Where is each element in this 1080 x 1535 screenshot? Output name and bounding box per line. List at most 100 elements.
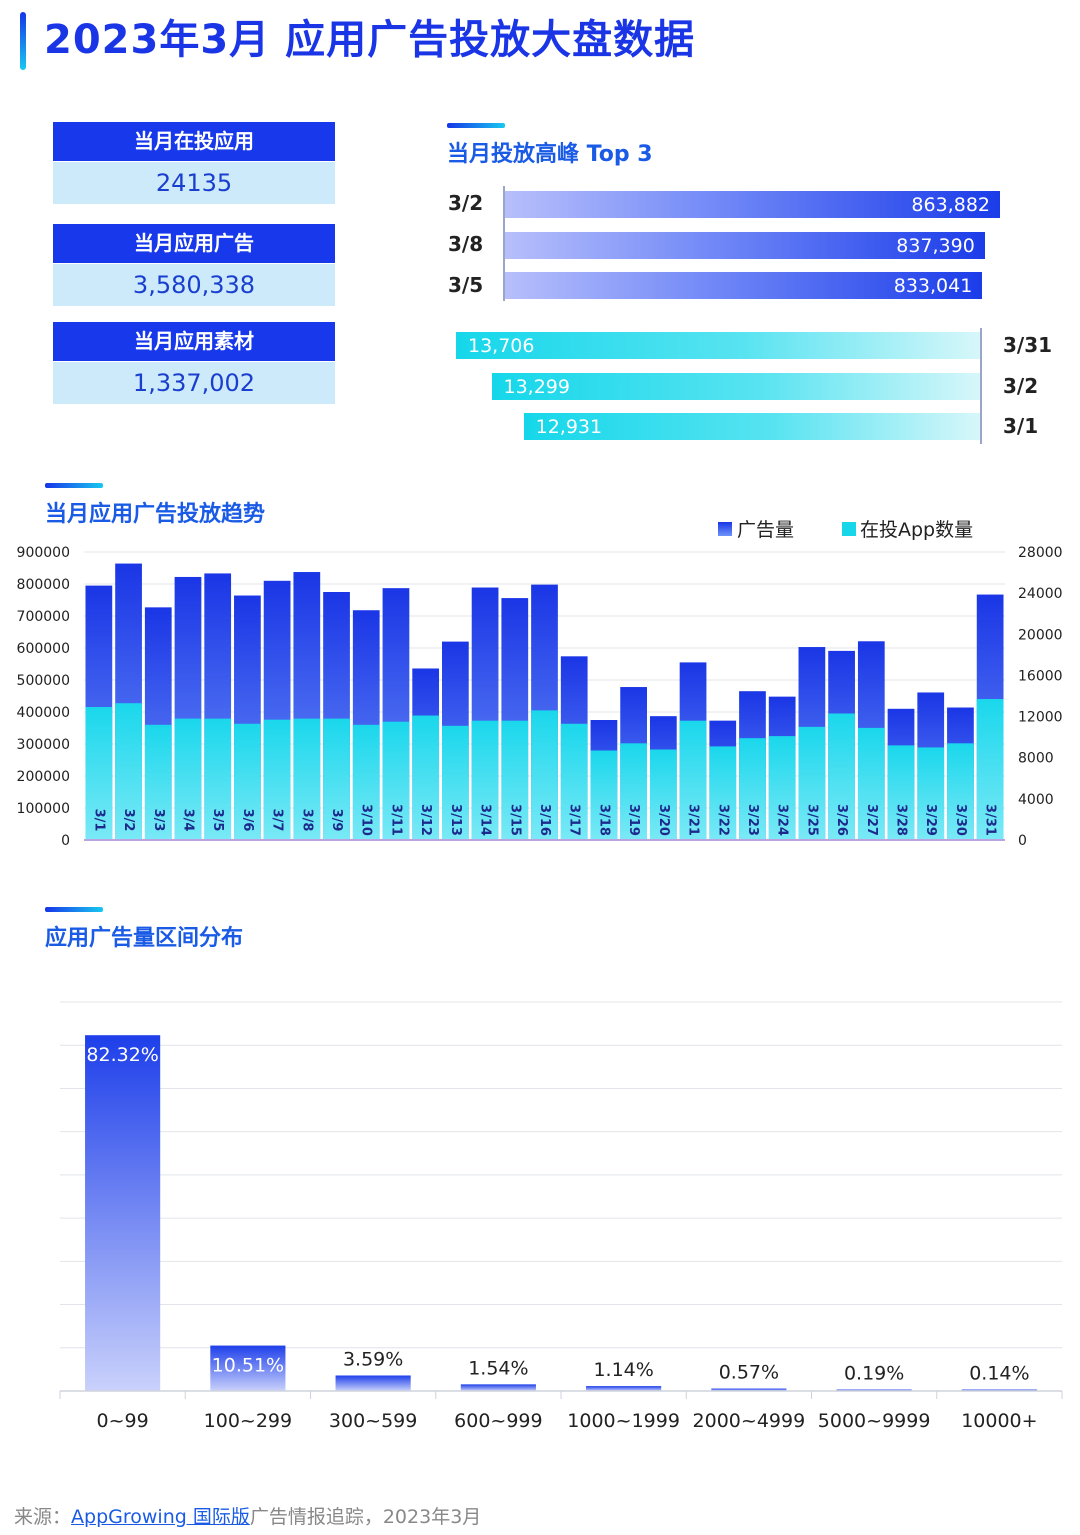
trend-apps-bar [679, 720, 707, 840]
dist-bar [85, 1035, 161, 1391]
dist-bar [586, 1386, 662, 1391]
trend-right-tick: 24000 [1018, 586, 1063, 602]
trend-apps-bar [382, 721, 410, 840]
stat-label-active-apps: 当月在投应用 [53, 122, 335, 161]
trend-apps-bar [85, 706, 113, 840]
trend-day-label: 3/4 [180, 809, 195, 832]
trend-apps-bar [442, 725, 469, 840]
trend-left-tick: 400000 [17, 705, 70, 721]
trend-apps-bar [590, 750, 618, 840]
trend-day-label: 3/22 [715, 804, 730, 836]
trend-right-tick: 4000 [1018, 792, 1054, 808]
dist-bar [460, 1384, 536, 1391]
peak-apps-date: 3/1 [1003, 414, 1039, 438]
peak-apps-date: 3/2 [1003, 374, 1039, 398]
trend-right-tick: 20000 [1018, 627, 1063, 643]
trend-apps-bar [263, 719, 291, 840]
legend-ads-swatch [718, 522, 732, 536]
peak-apps-bar: 13,299 [491, 373, 980, 400]
dist-category-label: 0~99 [97, 1410, 149, 1432]
trend-chart: 广告量 在投App数量 3/1 3/2 3/3 3/4 3/5 3/6 3/7 3/8 3/9 3… [17, 519, 1063, 849]
trend-left-tick: 700000 [17, 609, 70, 625]
peak-section-title: 当月投放高峰 Top 3 [447, 142, 653, 167]
trend-day-label: 3/5 [210, 809, 225, 832]
trend-day-label: 3/29 [923, 804, 938, 836]
dist-bar [210, 1345, 286, 1391]
trend-day-label: 3/1 [91, 809, 106, 832]
trend-day-label: 3/28 [894, 804, 909, 836]
stat-value-active-apps: 24135 [53, 162, 335, 204]
trend-day-label: 3/13 [448, 804, 463, 836]
trend-apps-bar [531, 710, 558, 840]
legend-apps-label: 在投App数量 [860, 519, 973, 541]
source-suffix: 广告情报追踪，2023年3月 [249, 1506, 482, 1528]
peak-ads-bar: 837,390 [505, 232, 985, 259]
trend-day-label: 3/16 [537, 804, 552, 836]
trend-day-label: 3/20 [656, 804, 671, 836]
trend-day-label: 3/14 [478, 804, 493, 836]
trend-apps-bar [204, 718, 232, 840]
peak-ads-bar: 833,041 [505, 272, 983, 299]
dist-value-label: 0.57% [719, 1362, 779, 1384]
trend-day-label: 3/30 [953, 804, 968, 836]
trend-apps-bar [174, 718, 202, 840]
trend-day-label: 3/6 [240, 809, 255, 832]
trend-left-tick: 900000 [17, 545, 70, 561]
stat-value-creatives: 1,337,002 [53, 362, 335, 404]
dist-category-label: 10000+ [961, 1410, 1037, 1432]
trend-section-marker [45, 483, 103, 488]
trend-left-tick: 600000 [17, 641, 70, 657]
trend-right-tick: 28000 [1018, 545, 1063, 561]
dist-category-label: 5000~9999 [818, 1410, 931, 1432]
trend-apps-bar [352, 724, 380, 840]
peak-apps-bar: 13,706 [456, 332, 980, 359]
trend-day-label: 3/21 [686, 804, 701, 836]
peak-ads-date: 3/8 [448, 232, 484, 256]
trend-day-label: 3/12 [418, 804, 433, 836]
trend-apps-bar [917, 747, 945, 840]
trend-apps-bar [798, 726, 826, 840]
trend-apps-bar [501, 720, 529, 840]
dist-category-label: 1000~1999 [567, 1410, 680, 1432]
trend-apps-bar [768, 736, 796, 840]
distribution-chart: 82.32% 10.51% 3.59% 1.54% 1.14% 0.57% 0.19% 0.1… [59, 1001, 1063, 1432]
trend-day-label: 3/26 [834, 804, 849, 836]
trend-right-tick: 16000 [1018, 668, 1063, 684]
stat-value-app-ads: 3,580,338 [53, 264, 335, 306]
dist-category-label: 300~599 [329, 1410, 417, 1432]
source-footer: 来源：AppGrowing 国际版广告情报追踪，2023年3月 [14, 1502, 481, 1529]
peak-apps-date: 3/31 [1003, 333, 1053, 357]
peak-apps-bar: 12,931 [523, 413, 980, 440]
trend-day-label: 3/9 [329, 809, 344, 832]
trend-apps-bar [560, 723, 588, 840]
trend-day-label: 3/25 [804, 804, 819, 836]
title-accent-bar [20, 12, 26, 70]
source-prefix: 来源： [14, 1506, 72, 1528]
trend-day-label: 3/24 [775, 804, 790, 836]
peak-ads-axis-line [503, 186, 505, 301]
dist-bar [335, 1375, 411, 1391]
trend-day-label: 3/10 [359, 804, 374, 836]
dist-section-title: 应用广告量区间分布 [45, 926, 244, 951]
source-link[interactable]: AppGrowing 国际版 [71, 1506, 250, 1528]
trend-day-label: 3/27 [864, 804, 879, 836]
peak-ads-date: 3/2 [448, 191, 484, 215]
trend-apps-bar [887, 745, 915, 840]
dist-value-label: 3.59% [343, 1348, 403, 1370]
trend-apps-bar [709, 746, 737, 840]
trend-right-tick: 0 [1018, 833, 1027, 849]
peak-ads-date: 3/5 [448, 273, 484, 297]
dist-value-label: 10.51% [212, 1355, 284, 1377]
peak-section-marker [447, 123, 505, 128]
trend-apps-bar [234, 723, 261, 840]
trend-left-tick: 0 [61, 833, 70, 849]
trend-apps-bar [947, 743, 974, 840]
trend-day-label: 3/31 [983, 804, 998, 836]
trend-day-label: 3/8 [299, 809, 314, 832]
dist-value-label: 82.32% [86, 1044, 158, 1066]
trend-day-label: 3/11 [388, 804, 403, 836]
trend-apps-bar [471, 720, 499, 840]
trend-apps-bar [412, 715, 440, 840]
trend-apps-bar [649, 749, 677, 840]
trend-right-tick: 12000 [1018, 710, 1063, 726]
